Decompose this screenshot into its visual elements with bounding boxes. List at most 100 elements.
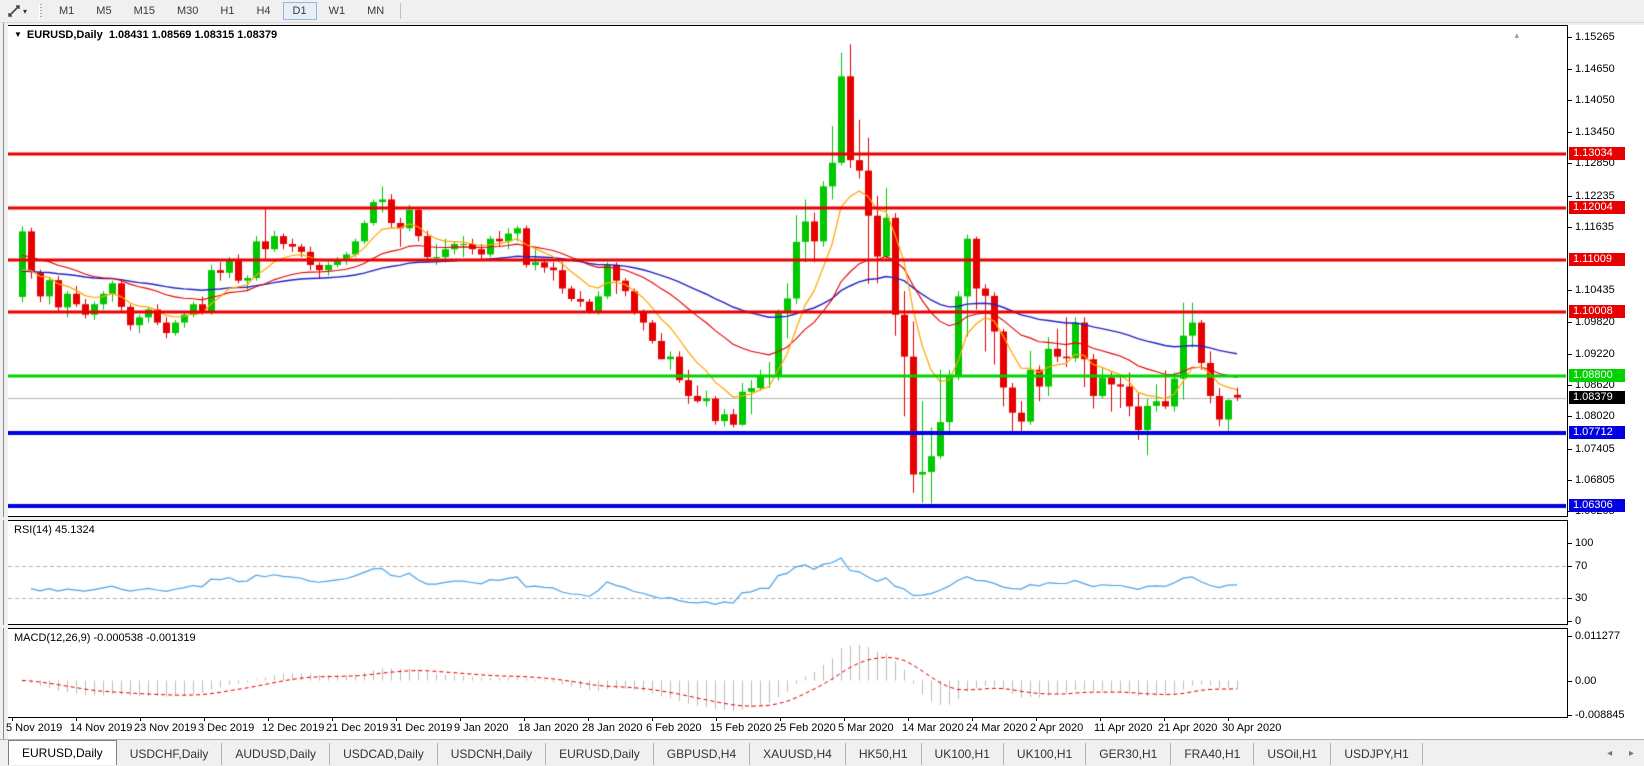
level-price-label: 1.07712 <box>1569 425 1625 439</box>
date-tick-label: 9 Jan 2020 <box>454 722 509 734</box>
date-tick <box>972 718 973 721</box>
toolbar-separator <box>400 3 402 19</box>
chart-tab-bar: EURUSD,Daily USDCHF,Daily AUDUSD,Daily USDC… <box>0 739 1644 765</box>
scroll-to-end-icon[interactable]: ▴ <box>1514 30 1519 40</box>
level-price-label: 1.08800 <box>1569 368 1625 382</box>
chart-tab-fra40-h1[interactable]: FRA40,H1 <box>1171 743 1255 765</box>
chart-tab-usdjpy-h1[interactable]: USDJPY,H1 <box>1331 743 1423 765</box>
macd-tick-label: -0.008845 <box>1575 709 1625 722</box>
timeframe-button-h1[interactable]: H1 <box>220 5 235 17</box>
macd-canvas[interactable] <box>8 629 1566 717</box>
chart-tab-uk100-h1[interactable]: UK100,H1 <box>1004 743 1087 765</box>
timeframe-button-mn[interactable]: MN <box>367 5 385 17</box>
date-tick-label: 21 Dec 2019 <box>326 722 389 734</box>
date-tick <box>1228 718 1229 721</box>
panel-splitter[interactable] <box>0 517 1644 520</box>
chart-tab-gbpusd-h4[interactable]: GBPUSD,H4 <box>654 743 751 765</box>
timeframe-button-m30[interactable]: M30 <box>176 5 199 17</box>
rsi-tick-label: 0 <box>1575 615 1582 627</box>
date-tick <box>780 718 781 721</box>
rsi-canvas[interactable] <box>8 521 1566 624</box>
chart-tab-usdchf-daily[interactable]: USDCHF,Daily <box>117 743 223 765</box>
chart-tab-ger30-h1[interactable]: GER30,H1 <box>1086 743 1172 765</box>
chart-tab-xauusd-h4[interactable]: XAUUSD,H4 <box>750 743 846 765</box>
tab-scroll-right-icon[interactable]: ▸ <box>1628 748 1634 759</box>
date-tick <box>332 718 333 721</box>
date-tick-label: 14 Mar 2020 <box>902 722 964 734</box>
price-tick-label: 1.09820 <box>1575 316 1615 329</box>
date-tick <box>396 718 397 721</box>
date-tick <box>460 718 461 721</box>
date-tick-label: 11 Apr 2020 <box>1094 722 1153 734</box>
chart-tab-eurusd-daily[interactable]: EURUSD,Daily <box>546 743 654 765</box>
timeframe-button-m1[interactable]: M1 <box>59 5 75 17</box>
date-tick-label: 3 Dec 2019 <box>198 722 255 734</box>
axis-tick <box>1568 322 1572 324</box>
panel-splitter[interactable] <box>0 625 1644 628</box>
axis-tick <box>1568 226 1572 228</box>
axis-tick <box>1568 384 1572 386</box>
date-tick-label: 18 Jan 2020 <box>518 722 579 734</box>
price-tick-label: 1.12850 <box>1575 157 1615 170</box>
axis-tick <box>1568 566 1572 568</box>
rsi-tick-label: 30 <box>1575 591 1588 604</box>
axis-tick <box>1568 163 1572 165</box>
axis-tick <box>1568 680 1572 682</box>
rsi-label: RSI(14) 45.1324 <box>14 524 95 536</box>
toolbar-grip[interactable] <box>39 3 43 19</box>
axis-tick <box>1568 448 1572 450</box>
chart-tab-eurusd-daily[interactable]: EURUSD,Daily <box>8 740 117 765</box>
date-tick <box>1100 718 1101 721</box>
price-tick-label: 1.14050 <box>1575 94 1615 107</box>
macd-tick-label: 0.00 <box>1575 674 1597 687</box>
date-tick <box>140 718 141 721</box>
date-tick <box>716 718 717 721</box>
axis-tick <box>1568 621 1572 622</box>
axis-tick <box>1568 715 1572 717</box>
chart-menu-icon[interactable]: ▼ <box>14 30 22 39</box>
toolbar-dropdown-icon[interactable]: ▾ <box>23 6 28 16</box>
bid-price-label: 1.08379 <box>1569 390 1625 404</box>
axis-tick <box>1568 289 1572 291</box>
chart-tool-button[interactable]: ▾ <box>3 2 31 20</box>
timeframe-button-d1[interactable]: D1 <box>282 2 317 20</box>
chart-tab-uk100-h1[interactable]: UK100,H1 <box>922 743 1004 765</box>
level-price-label: 1.13034 <box>1569 146 1625 160</box>
date-tick-label: 5 Nov 2019 <box>6 722 63 734</box>
level-price-label: 1.06306 <box>1569 499 1625 513</box>
tab-scroll-left-icon[interactable]: ◂ <box>1607 748 1613 759</box>
axis-tick <box>1568 597 1572 599</box>
timeframe-button-h4[interactable]: H4 <box>256 5 271 17</box>
axis-tick <box>1568 480 1572 482</box>
date-tick <box>524 718 525 721</box>
date-axis[interactable]: 5 Nov 2019 14 Nov 2019 23 Nov 2019 3 Dec 20… <box>6 718 1568 739</box>
timeframe-button-m15[interactable]: M15 <box>133 5 155 17</box>
level-price-label: 1.11009 <box>1569 252 1625 266</box>
price-tick-label: 1.09220 <box>1575 347 1615 360</box>
price-axis[interactable]: 1.15265 1.14650 1.14050 1.13450 1.12850 1.122… <box>1568 25 1644 739</box>
chart-symbol-period: EURUSD,Daily <box>26 29 103 41</box>
chart-tab-hk50-h1[interactable]: HK50,H1 <box>846 743 922 765</box>
chart-tab-usdcnh-daily[interactable]: USDCNH,Daily <box>438 743 547 765</box>
timeframe-button-w1[interactable]: W1 <box>328 5 346 17</box>
price-tick-label: 1.14650 <box>1575 62 1615 75</box>
timeframe-button-m5[interactable]: M5 <box>96 5 112 17</box>
timeframe-toolbar: ▾ M1 M5 M15 M30 H1 H4 D1 W1 MN <box>0 0 1644 23</box>
macd-tick-label: 0.011277 <box>1575 629 1621 642</box>
level-price-label: 1.10008 <box>1569 305 1625 319</box>
axis-tick <box>1568 543 1572 544</box>
date-tick-label: 30 Apr 2020 <box>1222 722 1282 734</box>
level-price-label: 1.12004 <box>1569 200 1625 214</box>
price-tick-label: 1.07405 <box>1575 442 1615 455</box>
date-tick-label: 31 Dec 2019 <box>390 722 453 734</box>
rsi-panel: RSI(14) 45.1324 <box>8 520 1568 625</box>
chart-tab-audusd-daily[interactable]: AUDUSD,Daily <box>222 743 331 765</box>
date-tick <box>268 718 269 721</box>
date-tick-label: 24 Mar 2020 <box>966 722 1028 734</box>
date-tick <box>12 718 13 721</box>
rsi-tick-label: 70 <box>1575 560 1588 573</box>
price-chart-canvas[interactable] <box>8 26 1566 516</box>
axis-tick <box>1568 68 1572 70</box>
chart-tab-usoil-h1[interactable]: USOil,H1 <box>1254 743 1332 765</box>
chart-tab-usdcad-daily[interactable]: USDCAD,Daily <box>330 743 438 765</box>
